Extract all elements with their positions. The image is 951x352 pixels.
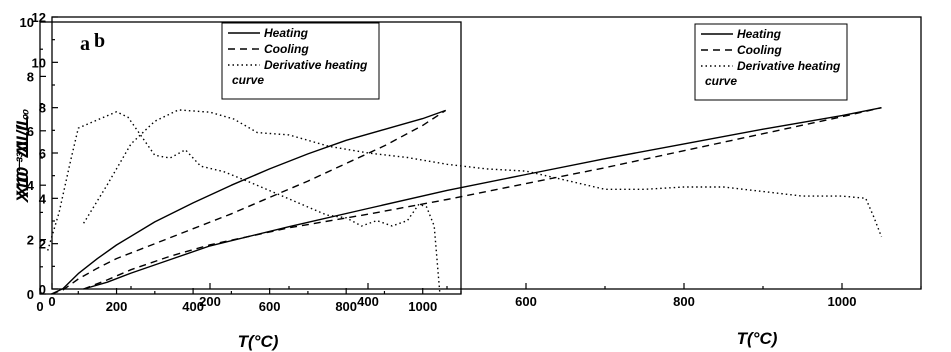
x-tick-label: 200 [106,299,128,314]
legend-entry-label: Cooling [737,43,782,57]
y-tick-label: 6 [39,146,46,161]
y-axis-title: X10⁻³ΔL/L₀ [13,113,32,203]
x-tick-label: 600 [259,299,281,314]
panel-label: a [80,33,90,55]
panel-b: 0 200 400 600 800 1000024681012T(°C)X10⁻³ΔL/L… [13,10,922,348]
x-tick-label: 0 [36,299,43,314]
y-tick-label: 2 [27,233,34,248]
legend-entry-label: Cooling [264,42,309,56]
y-tick-label: 8 [39,101,46,116]
y-tick-label: 12 [32,10,46,25]
y-tick-label: 6 [27,124,34,139]
x-tick-label: 800 [673,294,695,309]
series-line-dotted [83,109,883,238]
y-tick-label: 0 [27,287,34,302]
y-tick-label: 4 [27,178,35,193]
series-line-solid [83,107,882,290]
legend-box [694,23,848,101]
x-tick-label: 400 [182,299,204,314]
y-tick-label: 0 [39,282,46,297]
x-tick-label: 0 [48,294,55,309]
x-tick-label: 600 [515,294,537,309]
y-tick-label: 10 [32,55,46,70]
x-tick-label: 1000 [828,294,857,309]
panel-label: b [94,30,105,52]
y-tick-label: 8 [27,69,34,84]
legend-entry-label: Derivative heating curve [705,59,841,88]
legend-entry-label: Derivative heating curve [232,58,368,87]
series-line-solid [51,109,446,295]
y-tick-label: 2 [39,237,46,252]
x-tick-label: 800 [335,299,357,314]
y-axis-title: X10⁻³ΔL/L₀ [13,108,32,198]
legend-entry-label: Heating [264,26,309,40]
series-line-dashed [83,107,882,290]
legend-box [221,22,380,100]
y-tick-label: 4 [39,191,47,206]
x-tick-label: 200 [199,294,221,309]
y-tick-label: 10 [20,15,34,30]
series-line-dashed [51,109,447,295]
x-tick-label: 1000 [408,299,437,314]
series-line-dotted [47,111,441,295]
x-tick-label: 400 [357,294,379,309]
panel-a: 0 200 400 600 800 10000246810T(°C)X10⁻³ΔL/L₀a… [13,15,462,351]
x-axis-title: T(°C) [238,332,279,351]
legend-entry-label: Heating [737,27,782,41]
x-axis-title: T(°C) [737,329,778,348]
